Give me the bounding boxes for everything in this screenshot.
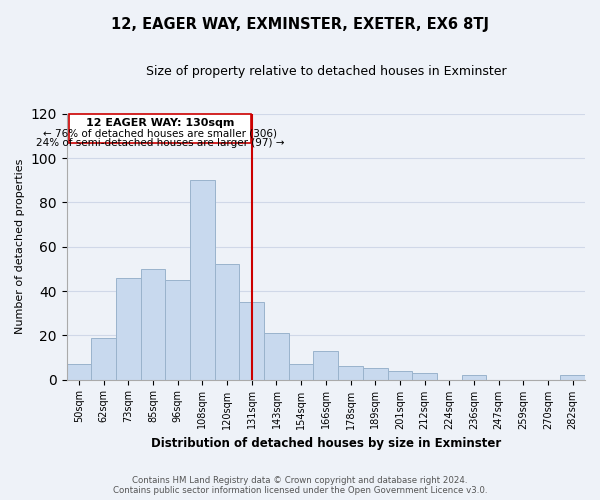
Bar <box>412 373 437 380</box>
Text: 24% of semi-detached houses are larger (97) →: 24% of semi-detached houses are larger (… <box>35 138 284 148</box>
Bar <box>67 364 91 380</box>
Bar <box>313 351 338 380</box>
Text: Contains HM Land Registry data © Crown copyright and database right 2024.
Contai: Contains HM Land Registry data © Crown c… <box>113 476 487 495</box>
Bar <box>560 375 585 380</box>
Bar <box>363 368 388 380</box>
Bar <box>116 278 141 380</box>
Bar <box>190 180 215 380</box>
Bar <box>215 264 239 380</box>
Bar <box>264 333 289 380</box>
Text: ← 76% of detached houses are smaller (306): ← 76% of detached houses are smaller (30… <box>43 128 277 138</box>
Bar <box>388 370 412 380</box>
Text: 12, EAGER WAY, EXMINSTER, EXETER, EX6 8TJ: 12, EAGER WAY, EXMINSTER, EXETER, EX6 8T… <box>111 18 489 32</box>
FancyBboxPatch shape <box>69 114 251 142</box>
Bar <box>91 338 116 380</box>
Bar <box>141 269 166 380</box>
Text: 12 EAGER WAY: 130sqm: 12 EAGER WAY: 130sqm <box>86 118 234 128</box>
X-axis label: Distribution of detached houses by size in Exminster: Distribution of detached houses by size … <box>151 437 501 450</box>
Bar <box>166 280 190 380</box>
Y-axis label: Number of detached properties: Number of detached properties <box>15 159 25 334</box>
Bar <box>461 375 486 380</box>
Bar <box>289 364 313 380</box>
Title: Size of property relative to detached houses in Exminster: Size of property relative to detached ho… <box>146 65 506 78</box>
Bar <box>338 366 363 380</box>
Bar <box>239 302 264 380</box>
